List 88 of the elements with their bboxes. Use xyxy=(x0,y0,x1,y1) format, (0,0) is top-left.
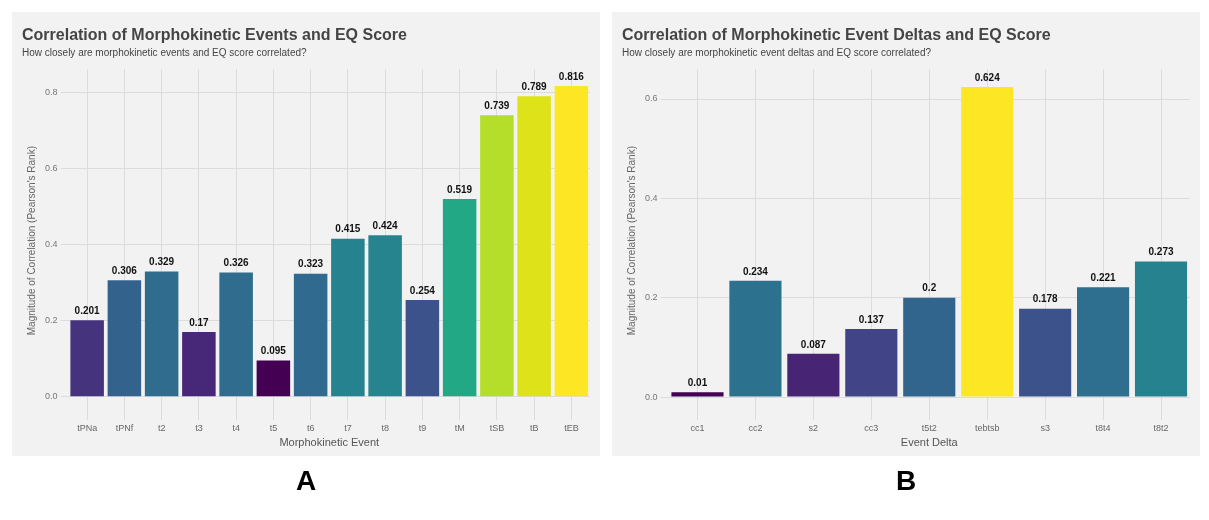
x-tick-label: tSB xyxy=(489,422,505,433)
x-tick-label: t4 xyxy=(232,422,240,433)
bar xyxy=(405,300,440,397)
bar xyxy=(256,360,291,397)
data-label: 0.789 xyxy=(521,80,548,92)
chart-subtitle: How closely are morphokinetic events and EQ score correlated? xyxy=(22,46,308,58)
bar xyxy=(961,87,1014,397)
y-tick-label: 0.6 xyxy=(45,162,58,173)
data-label: 0.087 xyxy=(800,338,827,350)
bar xyxy=(517,96,551,397)
bar xyxy=(331,238,365,397)
data-label: 0.178 xyxy=(1032,293,1059,305)
y-tick-label: 0.0 xyxy=(645,391,658,402)
bar xyxy=(1077,287,1130,397)
x-tick-label: cc2 xyxy=(748,422,763,433)
bar xyxy=(1019,308,1072,397)
data-label: 0.306 xyxy=(111,264,138,276)
y-tick-label: 0.2 xyxy=(645,292,658,303)
x-tick-label: t8t4 xyxy=(1095,422,1111,433)
x-tick-label: tM xyxy=(454,422,465,433)
x-tick-label: s3 xyxy=(1040,422,1050,433)
bar xyxy=(554,85,589,397)
data-label: 0.329 xyxy=(149,256,175,268)
x-axis-title: Event Delta xyxy=(900,436,959,449)
y-tick-label: 0.2 xyxy=(45,315,58,326)
data-label: 0.273 xyxy=(1148,246,1174,258)
x-tick-label: cc1 xyxy=(690,422,705,433)
bar xyxy=(70,320,104,397)
bar xyxy=(903,297,956,397)
x-tick-label: tPNa xyxy=(77,422,98,433)
bar xyxy=(107,280,142,397)
data-label: 0.424 xyxy=(372,220,399,232)
data-label: 0.2 xyxy=(922,282,937,294)
data-label: 0.095 xyxy=(260,345,287,357)
data-label: 0.816 xyxy=(558,70,585,82)
data-label: 0.326 xyxy=(223,257,250,269)
y-tick-label: 0.8 xyxy=(45,86,58,97)
y-axis-title: Magnitude of Correlation (Pearson's Rank) xyxy=(25,145,37,336)
bar xyxy=(845,329,898,397)
x-tick-label: t3 xyxy=(195,422,203,433)
data-label: 0.415 xyxy=(335,223,361,235)
x-tick-label: tEB xyxy=(564,422,579,433)
x-tick-label: t7 xyxy=(344,422,352,433)
chart-title: Correlation of Morphokinetic Events and EQ Score xyxy=(22,26,408,44)
y-tick-label: 0.4 xyxy=(645,192,658,203)
data-label: 0.254 xyxy=(409,284,436,296)
y-tick-label: 0.4 xyxy=(45,238,58,249)
data-label: 0.01 xyxy=(687,376,708,388)
bar xyxy=(219,272,253,397)
bar xyxy=(671,392,724,397)
x-tick-label: t6 xyxy=(306,422,315,433)
chart-title: Correlation of Morphokinetic Event Deltas and EQ Score xyxy=(622,26,1051,44)
x-tick-label: t5t2 xyxy=(921,422,937,433)
y-tick-label: 0.6 xyxy=(645,93,658,104)
data-label: 0.17 xyxy=(189,316,210,328)
data-label: 0.201 xyxy=(74,304,101,316)
y-tick-label: 0.0 xyxy=(45,391,58,402)
data-label: 0.624 xyxy=(974,71,1001,83)
x-axis-title: Morphokinetic Event xyxy=(279,436,380,449)
x-tick-label: t2 xyxy=(157,422,166,433)
x-tick-label: tB xyxy=(529,422,539,433)
x-tick-label: tebtsb xyxy=(974,422,1000,433)
x-tick-label: tPNf xyxy=(115,422,134,433)
bar xyxy=(480,115,514,397)
data-label: 0.221 xyxy=(1090,272,1117,284)
bar xyxy=(1134,261,1188,397)
bar xyxy=(368,235,402,397)
bar xyxy=(293,273,328,397)
x-tick-label: t9 xyxy=(418,422,427,433)
x-tick-label: s2 xyxy=(808,422,819,433)
data-label: 0.137 xyxy=(858,313,885,325)
bar xyxy=(182,332,216,397)
y-axis-title: Magnitude of Correlation (Pearson's Rank) xyxy=(625,145,637,336)
bar xyxy=(729,280,782,397)
x-tick-label: t8 xyxy=(381,422,389,433)
x-tick-label: t8t2 xyxy=(1153,422,1169,433)
bar xyxy=(144,271,179,397)
data-label: 0.234 xyxy=(742,265,769,277)
bar xyxy=(787,353,840,397)
data-label: 0.519 xyxy=(447,183,473,195)
text: A xyxy=(295,464,317,496)
x-tick-label: t5 xyxy=(269,422,278,433)
text: B xyxy=(895,464,917,496)
data-label: 0.739 xyxy=(484,100,510,112)
bar xyxy=(442,199,477,397)
data-label: 0.323 xyxy=(298,258,324,270)
chart-subtitle: How closely are morphokinetic event deltas and EQ score correlated? xyxy=(622,46,932,58)
x-tick-label: cc3 xyxy=(864,422,879,433)
